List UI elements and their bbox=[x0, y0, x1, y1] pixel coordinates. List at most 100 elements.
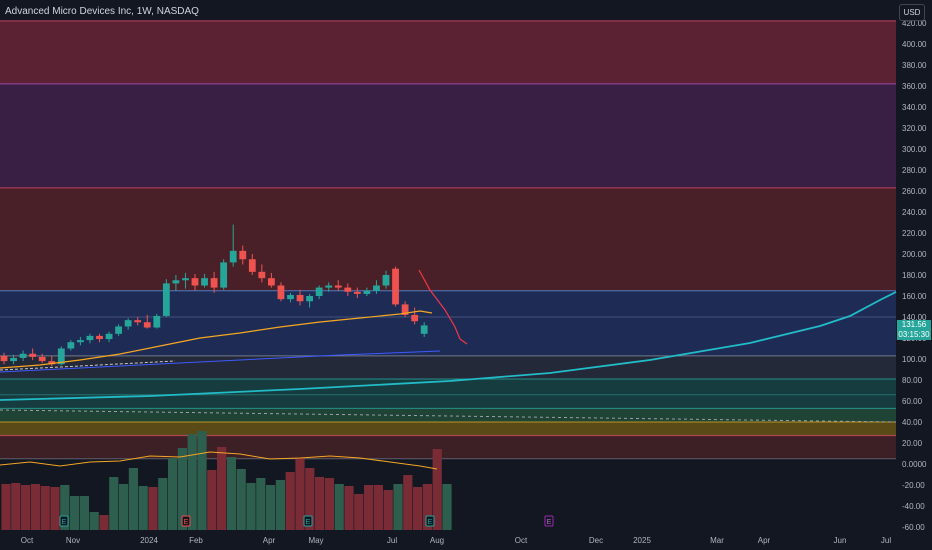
volume-bar bbox=[1, 484, 11, 530]
candle-body bbox=[162, 283, 170, 316]
candle-body bbox=[105, 333, 113, 340]
price-zone bbox=[0, 355, 896, 379]
y-axis-tick-label: -40.00 bbox=[902, 502, 925, 511]
price-zone bbox=[0, 290, 896, 356]
price-zone bbox=[0, 20, 896, 84]
volume-bar bbox=[256, 478, 266, 530]
chart-title: Advanced Micro Devices Inc, 1W, NASDAQ bbox=[5, 6, 199, 17]
volume-bar bbox=[266, 485, 276, 530]
candle-body bbox=[143, 322, 151, 328]
y-axis-tick-label: 200.00 bbox=[902, 250, 927, 259]
ma-blue-line bbox=[0, 350, 441, 373]
y-axis-tick-label: 160.00 bbox=[902, 292, 927, 301]
y-axis-tick-label: 360.00 bbox=[902, 82, 927, 91]
x-axis-tick-label: Feb bbox=[189, 536, 203, 545]
volume-bar bbox=[305, 468, 315, 530]
x-axis-tick-label: Apr bbox=[758, 536, 771, 545]
volume-bar bbox=[344, 486, 354, 530]
candle-body bbox=[353, 291, 361, 294]
y-axis-tick-label: -60.00 bbox=[902, 523, 925, 532]
last-price-value: 131.56 bbox=[901, 320, 927, 329]
last-price-tag: 131.56 03:15:30 bbox=[897, 320, 931, 340]
x-axis-tick-label: Jul bbox=[387, 536, 397, 545]
y-axis-tick-label: 320.00 bbox=[902, 124, 927, 133]
volume-bar bbox=[50, 487, 60, 530]
candle-body bbox=[363, 290, 371, 294]
candle-body bbox=[48, 361, 56, 365]
volume-bar bbox=[442, 484, 452, 530]
volume-bar bbox=[207, 470, 217, 530]
candle-body bbox=[86, 335, 94, 341]
volume-bar bbox=[275, 480, 285, 530]
y-axis-tick-label: 240.00 bbox=[902, 208, 927, 217]
candle-body bbox=[191, 278, 199, 286]
bar-countdown: 03:15:30 bbox=[898, 330, 930, 339]
candle-body bbox=[182, 278, 189, 281]
volume-bar bbox=[128, 468, 138, 530]
earnings-marker-label: E bbox=[62, 519, 67, 526]
future-earnings-marker bbox=[544, 515, 554, 527]
candle-body bbox=[287, 294, 294, 300]
candle-body bbox=[382, 275, 390, 286]
candle-body bbox=[210, 278, 218, 288]
candle-body bbox=[325, 285, 333, 288]
volume-bar bbox=[354, 494, 364, 530]
candle-body bbox=[296, 294, 304, 302]
future-earnings-marker-label: E bbox=[547, 519, 552, 526]
candle-body bbox=[67, 342, 75, 349]
volume-bar bbox=[432, 449, 442, 530]
price-zone bbox=[0, 378, 896, 409]
y-axis-tick-label: 380.00 bbox=[902, 61, 927, 70]
candle-body bbox=[248, 259, 256, 272]
volume-bar bbox=[119, 484, 129, 530]
candle-body bbox=[57, 348, 65, 365]
x-axis-tick-label: Jun bbox=[834, 536, 847, 545]
volume-bar bbox=[246, 483, 256, 530]
candle-body bbox=[258, 271, 266, 279]
y-axis-tick-label: 140.00 bbox=[902, 313, 927, 322]
y-axis-tick-label: 400.00 bbox=[902, 40, 927, 49]
volume-bar bbox=[373, 485, 383, 530]
candle-body bbox=[10, 357, 17, 362]
y-axis-tick-label: 0.0000 bbox=[902, 460, 927, 469]
currency-button[interactable]: USD bbox=[899, 4, 925, 21]
candle-body bbox=[96, 335, 103, 340]
y-axis-tick-label: 80.00 bbox=[902, 376, 923, 385]
price-zone bbox=[0, 83, 896, 188]
x-axis-tick-label: 2024 bbox=[140, 536, 158, 545]
price-zone bbox=[0, 187, 896, 291]
y-axis-tick-label: 420.00 bbox=[902, 19, 927, 28]
y-axis-tick-label: 300.00 bbox=[902, 145, 927, 154]
projection-line bbox=[418, 269, 468, 345]
candle-body bbox=[201, 278, 208, 286]
dashed-support-line bbox=[0, 409, 897, 423]
x-axis-tick-label: Aug bbox=[430, 536, 444, 545]
x-axis-tick-label: Mar bbox=[710, 536, 724, 545]
y-axis-tick-label: 280.00 bbox=[902, 166, 927, 175]
candle-body bbox=[239, 250, 247, 260]
volume-bar bbox=[109, 477, 119, 530]
volume-bar bbox=[11, 483, 21, 530]
volume-bar bbox=[236, 469, 246, 530]
y-axis-tick-label: 180.00 bbox=[902, 271, 927, 280]
volume-bar bbox=[334, 484, 344, 530]
volume-bar bbox=[324, 478, 334, 530]
volume-bar bbox=[403, 475, 413, 530]
candle-body bbox=[373, 285, 380, 291]
y-axis-tick-label: 260.00 bbox=[902, 187, 927, 196]
earnings-marker bbox=[425, 515, 435, 527]
candle-body bbox=[344, 287, 352, 292]
volume-bar bbox=[393, 484, 403, 530]
candle-body bbox=[401, 304, 409, 315]
volume-bar bbox=[30, 484, 40, 530]
volume-bar bbox=[315, 477, 325, 530]
candle-body bbox=[277, 285, 285, 300]
x-axis-tick-label: Dec bbox=[589, 536, 603, 545]
candle-body bbox=[124, 320, 132, 327]
volume-bar bbox=[158, 478, 168, 530]
price-zone bbox=[0, 408, 896, 422]
candle-body bbox=[134, 320, 142, 323]
volume-bar bbox=[226, 457, 236, 530]
